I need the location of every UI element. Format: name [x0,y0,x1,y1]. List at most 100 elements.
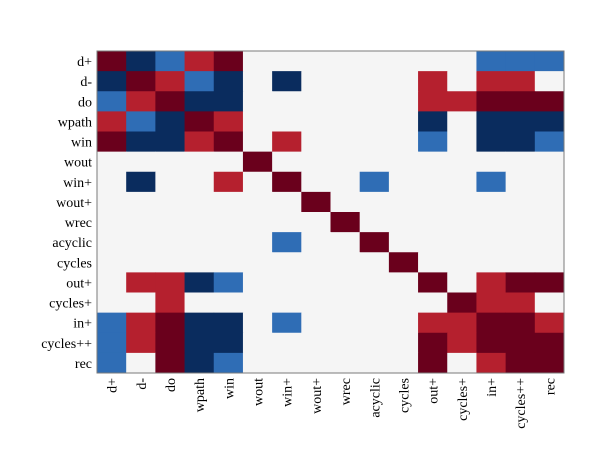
heatmap-cell [242,151,273,173]
heatmap-cell [126,232,156,253]
heatmap-cell [272,171,302,193]
heatmap-cell [97,212,127,233]
heatmap-cell [330,91,361,112]
heatmap-cell [476,352,507,374]
heatmap-cell [505,191,536,213]
heatmap-cell [534,212,565,233]
heatmap-cell [476,91,507,112]
heatmap-cell [330,232,361,253]
heatmap-cell [126,332,156,354]
heatmap-cell [418,131,448,153]
heatmap-cell [330,71,361,92]
heatmap-cell [476,252,507,273]
heatmap-cell [155,272,185,293]
column-label: cycles+ [456,378,471,421]
column-label: wout+ [310,378,325,414]
heatmap-cell [359,332,390,354]
column-label: win+ [281,378,296,407]
heatmap-cell [184,171,215,193]
heatmap-cell [418,71,448,92]
heatmap-cell [242,232,273,253]
heatmap-cell [272,191,302,213]
heatmap-cell [213,171,244,193]
heatmap-cell [505,332,536,354]
heatmap-cell [242,212,273,233]
heatmap-cell [447,292,477,314]
heatmap-cell [126,51,156,72]
heatmap-cell [388,171,419,193]
heatmap-cell [359,252,390,273]
heatmap-cell [476,272,507,293]
heatmap-cell [301,212,331,233]
row-label: d+ [77,55,92,70]
heatmap-cell [418,151,448,173]
heatmap-cell [155,332,185,354]
heatmap-cell [359,111,390,132]
heatmap-cell [359,191,390,213]
column-label: do [164,378,179,392]
heatmap-cell [505,292,536,314]
heatmap-cell [272,111,302,132]
heatmap-cell [359,91,390,112]
heatmap-cell [126,131,156,153]
heatmap-cell [505,71,536,92]
heatmap-cell [97,91,127,112]
heatmap-cell [155,312,185,334]
heatmap-cell [155,292,185,314]
heatmap-cell [272,151,302,173]
heatmap-cell [534,171,565,193]
heatmap-cell [301,91,331,112]
heatmap-cell [242,312,273,334]
heatmap-cell [126,151,156,173]
heatmap-cell [359,312,390,334]
heatmap-cell [388,191,419,213]
heatmap-cell [505,212,536,233]
heatmap-cell [242,252,273,273]
heatmap-cell [534,131,565,153]
heatmap-cell [418,232,448,253]
row-label: in+ [73,317,92,332]
row-labels: d+ d-do wpath win wout win+ wout+ wrec acyclic cy… [41,55,92,372]
row-label: d- [80,75,92,90]
heatmap-cell [184,272,215,293]
heatmap-cell [126,312,156,334]
heatmap-cell [242,91,273,112]
heatmap-cell [359,272,390,293]
heatmap-cell [126,352,156,374]
heatmap-cell [505,111,536,132]
heatmap-cell [301,292,331,314]
heatmap-cell [272,51,302,72]
heatmap-cell [184,71,215,92]
column-label: d- [135,378,150,390]
heatmap-cell [97,272,127,293]
heatmap-cell [418,191,448,213]
heatmap-cell [330,51,361,72]
heatmap-cell [388,131,419,153]
heatmap-cell [301,312,331,334]
row-label: wout+ [56,196,92,211]
heatmap-cell [301,232,331,253]
heatmap-cell [418,312,448,334]
heatmap-cell [184,51,215,72]
heatmap-cell [301,171,331,193]
heatmap-cell [97,71,127,92]
heatmap-cell [213,191,244,213]
heatmap-cell [388,51,419,72]
heatmap-cell [505,272,536,293]
heatmap-cell [272,232,302,253]
heatmap-cell [534,272,565,293]
heatmap-cell [242,71,273,92]
heatmap-cell [126,212,156,233]
heatmap-cell [213,312,244,334]
heatmap-cell [359,171,390,193]
heatmap-cell [476,111,507,132]
column-label: rec [543,378,558,395]
heatmap-cell [447,352,477,374]
column-label: wrec [339,378,354,405]
heatmap-cell [272,272,302,293]
heatmap-cell [447,111,477,132]
heatmap-cell [301,71,331,92]
heatmap-cell [155,71,185,92]
heatmap-cell [534,91,565,112]
